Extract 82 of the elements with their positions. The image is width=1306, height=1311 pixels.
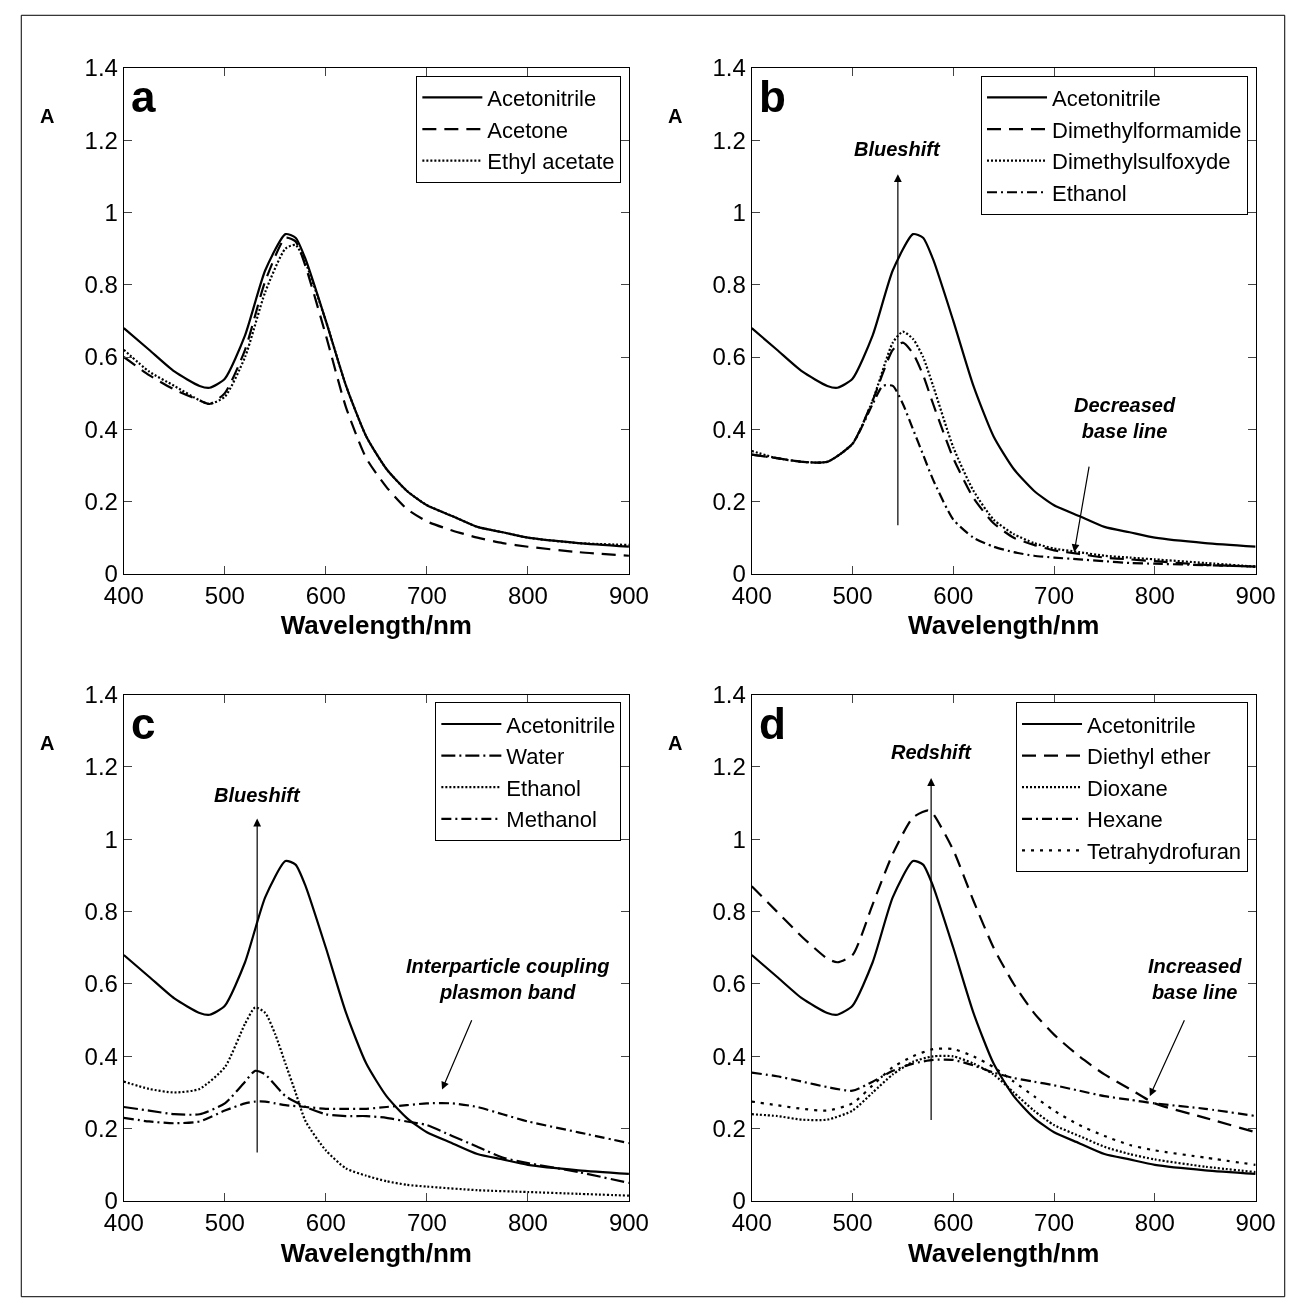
- annotation: Blueshift: [854, 138, 941, 160]
- legend-label: Ethanol: [1052, 180, 1127, 206]
- chart-title: c: [131, 699, 156, 748]
- annotation: Interparticle coupling plasmon band: [406, 955, 610, 1003]
- y-tick-label: 0.6: [84, 970, 118, 998]
- annotation: Redshift: [891, 741, 973, 763]
- annotation: Decreased base line: [1074, 394, 1176, 442]
- y-tick-label: 0.8: [84, 271, 118, 299]
- legend-label: Acetonitrile: [1087, 712, 1196, 738]
- y-tick-label: 0.6: [712, 970, 746, 998]
- y-tick-label: 1.4: [712, 54, 746, 82]
- x-tick-label: 900: [608, 1208, 649, 1236]
- y-tick-label: 1.2: [712, 126, 746, 154]
- y-tick-label: 1: [104, 825, 118, 853]
- annotation: Increased base line: [1148, 955, 1243, 1003]
- legend-label: Dioxane: [1087, 775, 1168, 801]
- y-axis-title: A: [40, 732, 55, 754]
- y-axis-title: A: [40, 105, 55, 127]
- annotation: Blueshift: [214, 784, 301, 806]
- x-tick-label: 700: [406, 1208, 447, 1236]
- y-tick-label: 0.2: [84, 1115, 118, 1143]
- x-tick-label: 700: [1034, 581, 1075, 609]
- x-tick-label: 500: [832, 1208, 873, 1236]
- y-tick-label: 1.2: [712, 753, 746, 781]
- y-tick-label: 1: [732, 825, 746, 853]
- x-tick-label: 900: [1235, 581, 1276, 609]
- x-axis-title: Wavelength/nm: [908, 1237, 1100, 1268]
- y-tick-label: 0.2: [712, 1115, 746, 1143]
- y-tick-label: 1: [104, 198, 118, 226]
- legend-label: Ethanol: [506, 775, 581, 801]
- x-tick-label: 500: [204, 1208, 245, 1236]
- chart-title: a: [131, 72, 156, 121]
- y-axis-title: A: [668, 732, 683, 754]
- x-tick-label: 800: [507, 1208, 548, 1236]
- y-tick-label: 0.8: [84, 898, 118, 926]
- legend-label: Acetonitrile: [487, 86, 597, 112]
- legend-label: Ethyl acetate: [487, 149, 615, 175]
- x-tick-label: 500: [204, 581, 245, 609]
- x-tick-label: 800: [507, 581, 548, 609]
- y-tick-label: 0.2: [84, 487, 118, 515]
- y-tick-label: 0.4: [712, 415, 746, 443]
- x-axis-title: Wavelength/nm: [908, 610, 1100, 641]
- x-tick-label: 800: [1134, 581, 1175, 609]
- y-tick-label: 1.2: [84, 126, 118, 154]
- x-tick-label: 700: [406, 581, 447, 609]
- x-tick-label: 600: [933, 581, 974, 609]
- legend-label: Diethyl ether: [1087, 744, 1211, 770]
- y-tick-label: 0.6: [84, 343, 118, 371]
- legend-label: Dimethylformamide: [1052, 117, 1242, 143]
- chart-title: b: [759, 72, 786, 121]
- legend-label: Methanol: [506, 807, 597, 833]
- x-tick-label: 500: [832, 581, 873, 609]
- y-tick-label: 0.8: [712, 898, 746, 926]
- x-tick-label: 900: [608, 581, 649, 609]
- y-axis-title: A: [668, 105, 683, 127]
- x-tick-label: 700: [1034, 1208, 1075, 1236]
- legend-label: Acetone: [487, 117, 569, 143]
- y-tick-label: 0.4: [84, 1042, 118, 1070]
- x-axis-title: Wavelength/nm: [280, 1237, 472, 1268]
- legend-label: Acetonitrile: [1052, 86, 1161, 112]
- y-tick-label: 1.4: [712, 680, 746, 708]
- legend-label: Hexane: [1087, 807, 1163, 833]
- y-tick-label: 0.2: [712, 487, 746, 515]
- y-tick-label: 0.4: [712, 1042, 746, 1070]
- x-tick-label: 600: [933, 1208, 974, 1236]
- legend-label: Dimethylsulfoxyde: [1052, 149, 1231, 175]
- legend-label: Water: [506, 744, 565, 770]
- y-tick-label: 0.6: [712, 343, 746, 371]
- y-tick-label: 1.4: [84, 54, 118, 82]
- legend-label: Acetonitrile: [506, 712, 616, 738]
- y-tick-label: 1.2: [84, 753, 118, 781]
- x-tick-label: 600: [305, 581, 346, 609]
- x-axis-title: Wavelength/nm: [280, 610, 472, 641]
- x-tick-label: 800: [1134, 1208, 1175, 1236]
- y-tick-label: 1.4: [84, 680, 118, 708]
- y-tick-label: 0.4: [84, 415, 118, 443]
- chart-title: d: [759, 699, 786, 748]
- x-tick-label: 600: [305, 1208, 346, 1236]
- y-tick-label: 1: [732, 198, 746, 226]
- y-tick-label: 0.8: [712, 271, 746, 299]
- legend-label: Tetrahydrofuran: [1087, 839, 1242, 864]
- x-tick-label: 900: [1235, 1208, 1276, 1236]
